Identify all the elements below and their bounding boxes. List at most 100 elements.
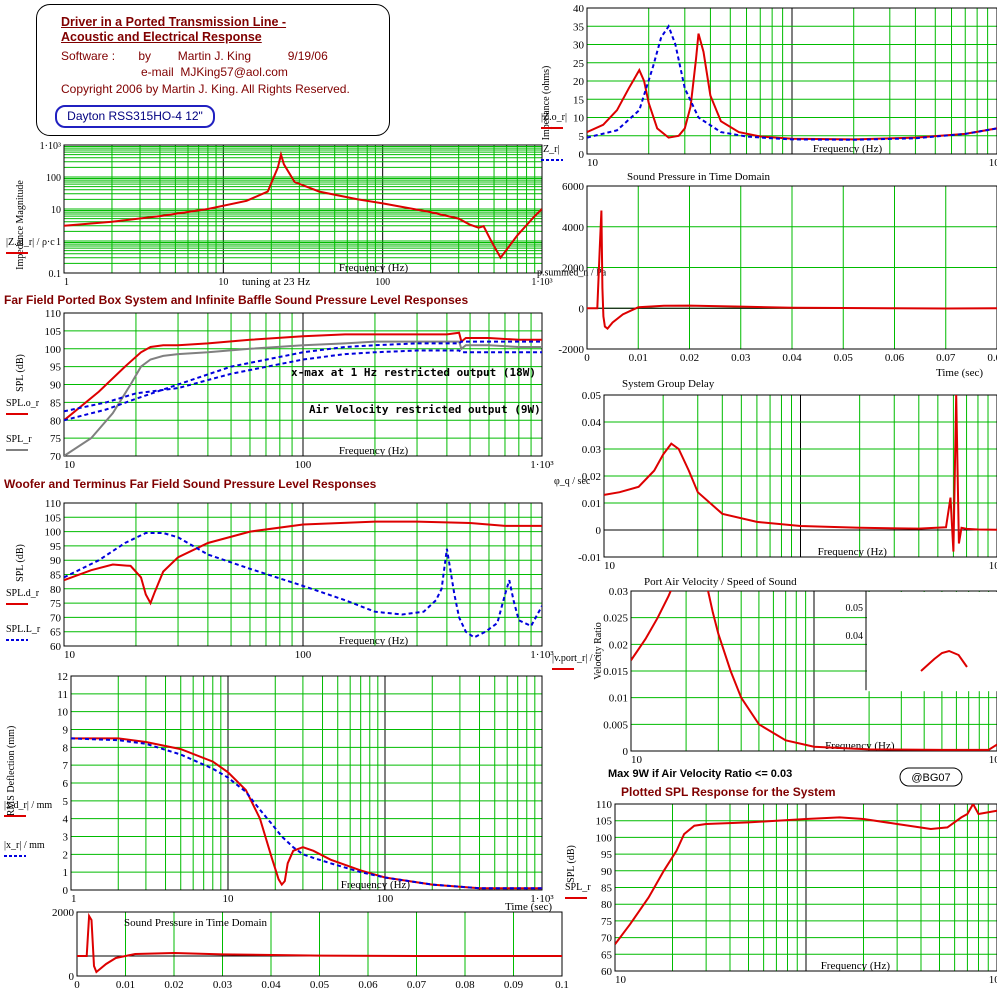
series-line-time_bottom-0 [77,912,562,974]
y-tick-label: 100 [46,173,61,184]
x-axis-label: Time (sec) [505,901,552,913]
y-tick-label: 75 [601,916,613,928]
x-tick-label: 10 [218,277,228,288]
y-tick-label: 0.05 [582,390,602,402]
x-tick-label: 100 [377,893,394,905]
y-tick-label: 90 [50,555,62,567]
y-tick-label: 9 [63,725,69,737]
x-tick-label: 1·10³ [531,277,552,288]
y-tick-label: 11 [57,689,68,701]
x-tick-label: 0 [584,352,590,364]
y-axis-label: φ_q / sec [554,476,591,487]
series-line-port_vel-0 [631,591,997,751]
y-tick-label: 60 [50,641,62,653]
x-tick-label: 100 [989,974,997,986]
y-tick-label: 95 [50,541,62,553]
x-tick-label: 0.06 [885,352,905,364]
x-tick-label: 0.06 [358,979,378,991]
x-tick-label: 100 [295,649,312,661]
y-tick-label: -2000 [558,344,584,356]
series-line-group_delay-0 [604,395,997,552]
chart-title: Port Air Velocity / Speed of Sound [644,576,797,588]
x-tick-label: 10 [64,459,76,471]
x-tick-label: 0.04 [782,352,802,364]
x-tick-label: 0.05 [834,352,854,364]
x-axis-label: Frequency (Hz) [339,262,409,274]
series-line-rms_defl-1 [71,737,542,890]
series-line-spl_plot-0 [615,804,997,945]
y-tick-label: 0 [579,303,585,315]
x-tick-label: 100 [375,277,390,288]
inset-y-tick: 0.04 [846,631,864,642]
y-axis-label: Velocity Ratio [593,622,604,680]
y-tick-label: 30 [573,40,585,52]
y-tick-label: 80 [50,415,62,427]
x-axis-label: Frequency (Hz) [341,879,411,891]
series-line-spl_sys-1 [64,340,542,456]
chart-title: Plotted SPL Response for the System [621,785,836,799]
chart-title: Woofer and Terminus Far Field Sound Pres… [4,477,377,491]
inset-series-line [920,649,968,672]
y-tick-label: 0.025 [603,613,628,625]
y-tick-label: 0.04 [582,417,602,429]
x-axis-label: Frequency (Hz) [821,960,891,972]
x-tick-label: 1·10³ [530,459,554,471]
y-tick-label: 85 [50,570,62,582]
plot-frame [70,675,543,891]
y-tick-label: 0.02 [582,471,601,483]
x-axis-label: Frequency (Hz) [339,635,409,647]
header-email: e-mail MJKing57@aol.com [141,65,288,79]
chart-spl_woofer: 10 100 1·10³ 110 105 100 95 90 85 80 75 70 65 60 Frequ… [4,477,554,661]
series-line-imp_mag-0 [64,150,542,260]
series-line-time_top-0 [587,210,997,330]
y-tick-label: 3 [63,832,69,844]
y-tick-label: 110 [45,308,62,320]
tag-badge [899,767,963,787]
series-line-rms_defl-0 [71,737,542,890]
y-tick-label: 0 [623,746,629,758]
x-tick-label: 0 [74,979,80,991]
y-tick-label: 70 [601,933,613,945]
plot-frame [614,803,997,972]
x-axis-label: Time (sec) [936,367,983,379]
tag-label: @BG07 [911,772,950,784]
y-tick-label: 85 [50,397,62,409]
x-tick-label: 0.08 [455,979,475,991]
y-tick-label: 65 [50,627,62,639]
x-tick-label: 100 [989,157,997,169]
x-tick-label: 10 [587,157,599,169]
y-tick-label: 100 [45,344,62,356]
x-axis-label: Frequency (Hz) [818,546,888,558]
legend-label: |Z_r| [541,144,559,155]
y-tick-label: 90 [50,380,62,392]
y-tick-label: 0.03 [609,586,629,598]
y-tick-label: 40 [573,3,585,15]
x-tick-label: 0.07 [407,979,427,991]
chart-annotation: x-max at 1 Hz restricted output (18W) [291,366,536,379]
y-axis-label: Impedance (ohms) [541,66,552,141]
y-tick-label: 5 [63,796,69,808]
chart-time_bottom: 0 0.01 0.02 0.03 0.04 0.05 0.06 0.07 0.08 0.09 0.1… [52,901,569,991]
series-line-impedance-0 [587,33,997,141]
series-line-spl_woofer-0 [64,520,542,606]
legend-label: |x_r| / mm [4,840,45,851]
x-tick-label: 10 [631,754,643,766]
y-tick-label: 105 [596,816,613,828]
plot-frame [63,502,543,647]
x-tick-label: 0.05 [310,979,330,991]
plot-frame [586,7,997,155]
y-tick-label: 100 [45,527,62,539]
chart-spl_plot: 10 100 110 105 100 95 90 85 80 75 70 65 60 Frequency … [565,785,997,986]
series-line-spl_sys-3 [64,349,542,413]
chart-annotation: Air Velocity restricted output (9W) [309,403,541,416]
y-tick-label: 0.02 [609,639,628,651]
chart-title: Sound Pressure in Time Domain [124,917,268,929]
y-tick-label: 90 [601,866,613,878]
y-tick-label: 2000 [52,907,75,919]
y-tick-label: 75 [50,598,62,610]
y-tick-label: 0.015 [603,666,628,678]
y-tick-label: 65 [601,949,613,961]
